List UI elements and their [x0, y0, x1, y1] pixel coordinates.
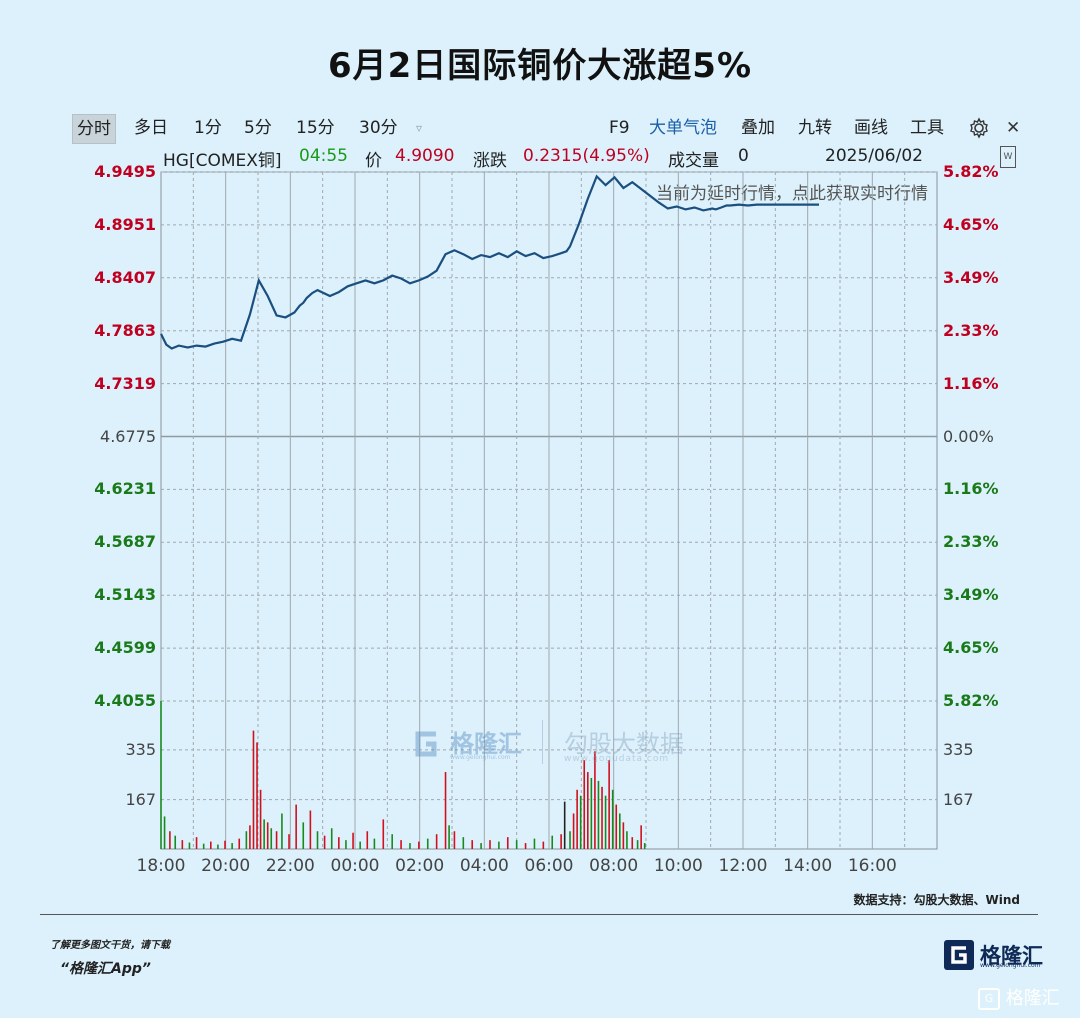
x-tick: 12:00 [718, 856, 768, 876]
y-tick-right: 2.33% [943, 532, 999, 552]
tab-f9[interactable]: F9 [609, 118, 630, 138]
y-tick-right: 3.49% [943, 267, 999, 287]
y-tick-right: 1.16% [943, 479, 999, 499]
gelonghui-logo-icon [944, 940, 974, 970]
gelonghui-logo-icon [415, 731, 437, 757]
tab-1min[interactable]: 1分 [194, 118, 222, 138]
page-title: 6月2日国际铜价大涨超5% [327, 46, 753, 86]
settings-panel-icon[interactable]: W [1000, 146, 1016, 168]
y-tick-left: 4.7863 [94, 320, 156, 340]
divider [40, 914, 1038, 915]
x-tick: 04:00 [459, 856, 509, 876]
tab-big-order-bubble[interactable]: 大单气泡 [649, 118, 717, 138]
volume-tick-left: 335 [125, 739, 156, 759]
delayed-quote-notice[interactable]: 当前为延时行情，点此获取实时行情 [656, 184, 928, 204]
tab-5min[interactable]: 5分 [244, 118, 272, 138]
x-tick: 20:00 [201, 856, 251, 876]
brand-name: 格隆汇 [980, 944, 1043, 968]
y-tick-left: 4.8951 [94, 214, 156, 234]
center-wm-brand: 格隆汇 [450, 730, 522, 758]
promo-text: 了解更多图文干货，请下载 [50, 940, 170, 951]
time-label: 04:55 [299, 146, 348, 166]
center-wm-partner: 勾股大数据 [564, 730, 684, 758]
x-tick: 08:00 [589, 856, 639, 876]
promo-app-name: “格隆汇App” [60, 961, 151, 977]
center-wm-partner-url: www.gogudata.com [564, 754, 670, 764]
y-tick-left: 4.4599 [94, 638, 156, 658]
volume-caption: 成交量 [668, 151, 719, 171]
y-tick-right: 5.82% [943, 691, 999, 710]
x-tick: 22:00 [265, 856, 315, 876]
symbol-label: HG[COMEX铜] [163, 151, 282, 171]
y-tick-left: 4.9495 [94, 162, 156, 181]
y-tick-right: 5.82% [943, 162, 999, 181]
volume-tick-right: 167 [943, 789, 974, 809]
close-icon[interactable]: ✕ [1006, 118, 1021, 138]
tab-draw-line[interactable]: 画线 [854, 118, 888, 138]
tab-fenshi[interactable]: 分时 [72, 114, 116, 144]
y-tick-left: 4.5687 [94, 532, 156, 552]
y-tick-left: 4.6775 [100, 426, 156, 446]
dropdown-icon[interactable]: ▿ [416, 121, 423, 135]
volume-tick-right: 335 [943, 739, 974, 759]
corner-watermark: G 格隆汇 [978, 984, 1060, 1010]
plot-frame [160, 171, 938, 850]
tab-overlay[interactable]: 叠加 [741, 118, 775, 138]
y-tick-right: 2.33% [943, 320, 999, 340]
x-tick: 10:00 [653, 856, 703, 876]
y-tick-left: 4.7319 [94, 373, 156, 393]
y-tick-right: 4.65% [943, 638, 999, 658]
volume-value: 0 [738, 146, 749, 166]
gelonghui-logo-icon: G [978, 988, 1000, 1010]
y-tick-right: 1.16% [943, 373, 999, 393]
change-value: 0.2315(4.95%) [523, 146, 650, 166]
x-tick: 18:00 [136, 856, 186, 876]
x-tick: 00:00 [330, 856, 380, 876]
change-caption: 涨跌 [473, 151, 507, 171]
price-value: 4.9090 [395, 146, 455, 166]
gear-icon[interactable] [964, 114, 994, 142]
y-tick-right: 3.49% [943, 585, 999, 605]
brand-url: www.gelonghui.com [980, 962, 1041, 969]
date-label: 2025/06/02 [825, 146, 923, 166]
price-caption: 价 [365, 151, 382, 171]
data-source: 数据支持：勾股大数据、Wind [853, 893, 1020, 907]
y-tick-left: 4.8407 [94, 267, 156, 287]
y-tick-right: 0.00% [943, 426, 994, 446]
x-tick: 06:00 [524, 856, 574, 876]
y-tick-left: 4.4055 [94, 691, 156, 710]
y-tick-right: 4.65% [943, 214, 999, 234]
y-tick-left: 4.5143 [94, 585, 156, 605]
tab-nine-turn[interactable]: 九转 [798, 118, 832, 138]
center-wm-brand-url: www.gelonghui.com [450, 754, 511, 761]
tab-duori[interactable]: 多日 [134, 118, 168, 138]
brand-logo: 格隆汇 www.gelonghui.com [944, 940, 1043, 970]
toolbar: 分时 多日 1分 5分 15分 30分 ▿ F9 大单气泡 叠加 九转 画线 工… [72, 114, 1080, 144]
x-tick: 16:00 [847, 856, 897, 876]
volume-tick-left: 167 [125, 789, 156, 809]
x-tick: 14:00 [783, 856, 833, 876]
x-tick: 02:00 [395, 856, 445, 876]
y-tick-left: 4.6231 [94, 479, 156, 499]
tab-tools[interactable]: 工具 [910, 118, 944, 138]
tab-15min[interactable]: 15分 [296, 118, 335, 138]
tab-30min[interactable]: 30分 [359, 118, 398, 138]
